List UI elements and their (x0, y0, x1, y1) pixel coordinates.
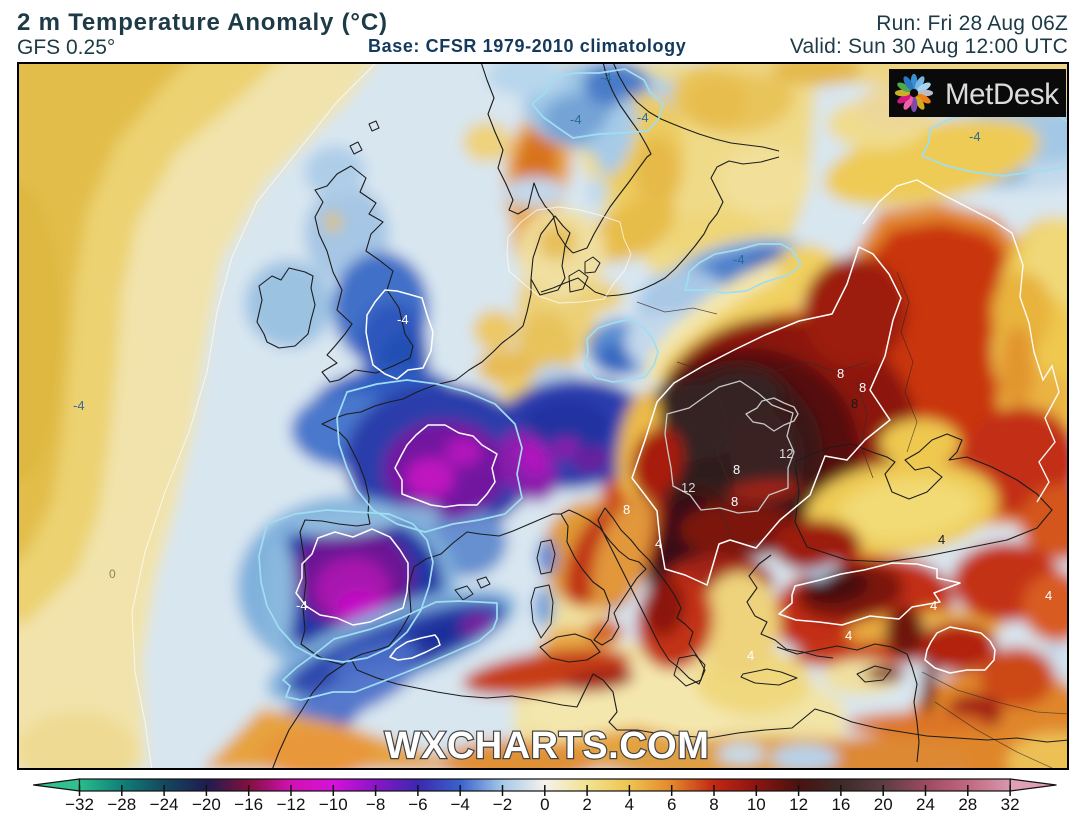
svg-text:12: 12 (779, 446, 793, 461)
svg-text:4: 4 (669, 740, 676, 755)
svg-text:10: 10 (747, 795, 766, 813)
svg-text:−24: −24 (150, 795, 179, 813)
svg-text:0: 0 (109, 567, 116, 581)
svg-text:4: 4 (747, 648, 754, 663)
svg-text:-4: -4 (600, 70, 612, 85)
svg-text:4: 4 (655, 536, 662, 551)
svg-text:8: 8 (709, 795, 718, 813)
svg-text:−32: −32 (65, 795, 94, 813)
svg-text:−10: −10 (319, 795, 348, 813)
svg-text:4: 4 (625, 795, 634, 813)
svg-text:-4: -4 (296, 598, 308, 613)
svg-text:16: 16 (831, 795, 850, 813)
svg-text:2: 2 (582, 795, 591, 813)
svg-text:−4: −4 (451, 795, 470, 813)
svg-text:8: 8 (859, 380, 866, 395)
svg-text:−12: −12 (277, 795, 306, 813)
svg-text:-4: -4 (733, 252, 745, 267)
svg-text:-4: -4 (570, 112, 582, 127)
svg-text:32: 32 (1001, 795, 1020, 813)
svg-text:4: 4 (930, 598, 937, 613)
svg-text:-4: -4 (397, 312, 409, 327)
svg-text:−8: −8 (366, 795, 385, 813)
svg-text:8: 8 (731, 494, 738, 509)
svg-text:−16: −16 (234, 795, 263, 813)
svg-text:−6: −6 (408, 795, 427, 813)
svg-text:8: 8 (837, 366, 844, 381)
svg-text:12: 12 (681, 480, 695, 495)
svg-text:-4: -4 (637, 110, 649, 125)
svg-text:8: 8 (851, 396, 858, 411)
svg-text:4: 4 (845, 628, 852, 643)
svg-text:4: 4 (1045, 588, 1052, 603)
svg-text:0: 0 (540, 795, 549, 813)
svg-text:28: 28 (958, 795, 977, 813)
svg-text:24: 24 (916, 795, 935, 813)
svg-text:−28: −28 (107, 795, 136, 813)
svg-text:8: 8 (733, 462, 740, 477)
svg-text:6: 6 (667, 795, 676, 813)
svg-text:20: 20 (874, 795, 893, 813)
svg-text:4: 4 (938, 532, 945, 547)
svg-text:WXCHARTS.COM: WXCHARTS.COM (385, 725, 710, 767)
svg-text:8: 8 (623, 502, 630, 517)
svg-text:MetDesk: MetDesk (945, 78, 1059, 111)
svg-text:-4: -4 (73, 398, 85, 413)
svg-text:−2: −2 (493, 795, 512, 813)
svg-text:12: 12 (789, 795, 808, 813)
svg-text:−20: −20 (192, 795, 221, 813)
svg-text:-4: -4 (969, 129, 981, 144)
